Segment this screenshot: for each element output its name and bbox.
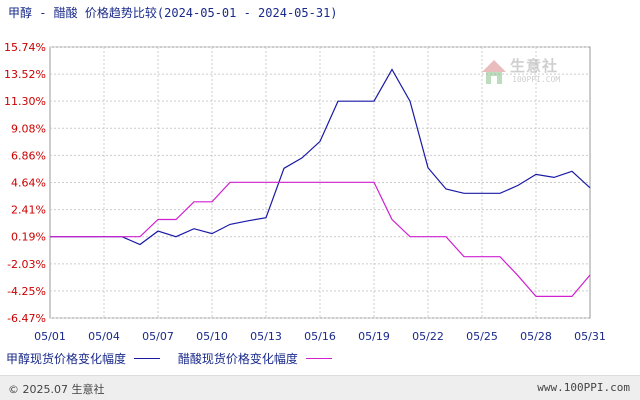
x-tick-label: 05/04: [88, 330, 120, 343]
legend-item-acetic-acid: 醋酸现货价格变化幅度: [178, 350, 332, 367]
footer: © 2025.07 生意社 www.100PPI.com: [0, 375, 640, 400]
x-axis-labels: 05/01 05/04 05/07 05/10 05/13 05/16 05/19 05/22…: [34, 330, 606, 343]
y-tick-label: 11.30%: [4, 95, 46, 108]
x-tick-label: 05/01: [34, 330, 66, 343]
x-tick-label: 05/13: [250, 330, 282, 343]
y-tick-label: 0.19%: [11, 231, 46, 244]
y-axis-labels: 15.74% 13.52% 11.30% 9.08% 6.86% 4.64% 2.41% 0.…: [4, 41, 46, 325]
y-tick-label: -6.47%: [7, 312, 46, 325]
y-tick-label: 9.08%: [11, 122, 46, 135]
grid-lines: [50, 46, 590, 319]
house-icon: [482, 60, 506, 84]
watermark-name: 生意社: [510, 57, 559, 75]
x-tick-label: 05/16: [304, 330, 336, 343]
x-tick-label: 05/19: [358, 330, 390, 343]
legend: 甲醇现货价格变化幅度 醋酸现货价格变化幅度: [6, 350, 346, 367]
y-tick-label: 4.64%: [11, 176, 46, 189]
y-tick-label: 2.41%: [11, 204, 46, 217]
series-line-0: [50, 68, 591, 246]
legend-label: 甲醇现货价格变化幅度: [6, 352, 127, 366]
copyright-text: © 2025.07 生意社: [8, 383, 105, 396]
series-lines: [50, 68, 591, 297]
series-line-1: [50, 181, 591, 297]
y-tick-label: 13.52%: [4, 68, 46, 81]
legend-item-methanol: 甲醇现货价格变化幅度: [6, 350, 161, 367]
y-tick-label: 15.74%: [4, 41, 46, 54]
legend-label: 醋酸现货价格变化幅度: [177, 352, 298, 366]
watermark-logo: 生意社 100PPI.COM: [480, 54, 580, 94]
site-link[interactable]: www.100PPI.com: [537, 381, 630, 394]
y-tick-label: -4.25%: [7, 285, 46, 298]
x-tick-label: 05/25: [466, 330, 498, 343]
x-tick-label: 05/10: [196, 330, 228, 343]
y-tick-label: -2.03%: [7, 258, 46, 271]
x-tick-label: 05/31: [574, 330, 606, 343]
y-tick-label: 6.86%: [11, 149, 46, 162]
chart-title: 甲醇 - 醋酸 价格趋势比较(2024-05-01 - 2024-05-31): [8, 6, 338, 20]
legend-swatch: [305, 358, 332, 359]
x-tick-label: 05/22: [412, 330, 444, 343]
x-tick-label: 05/07: [142, 330, 174, 343]
legend-swatch: [134, 358, 161, 359]
watermark-url: 100PPI.COM: [512, 75, 561, 84]
x-tick-label: 05/28: [520, 330, 552, 343]
